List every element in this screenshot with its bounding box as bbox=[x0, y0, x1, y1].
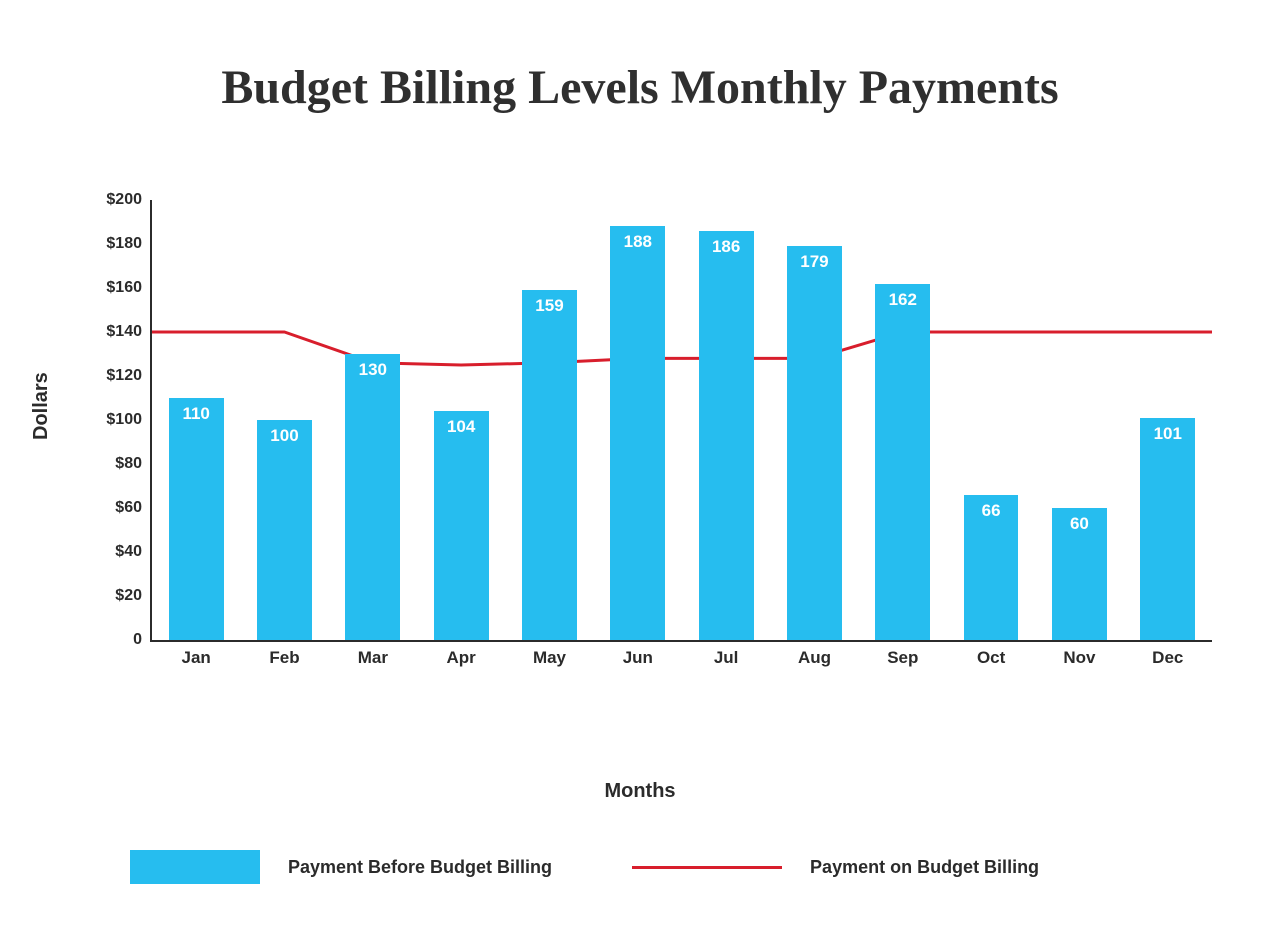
x-tick: Mar bbox=[329, 640, 417, 668]
y-tick: $20 bbox=[115, 587, 152, 605]
chart-page: Budget Billing Levels Monthly Payments D… bbox=[0, 0, 1280, 938]
x-tick: Dec bbox=[1124, 640, 1212, 668]
bar-value-label: 100 bbox=[270, 420, 298, 446]
bar-column: 110Jan bbox=[152, 200, 240, 640]
bar-value-label: 110 bbox=[182, 398, 209, 424]
bar: 60 bbox=[1052, 508, 1107, 640]
y-axis-label: Dollars bbox=[30, 372, 53, 440]
bar: 110 bbox=[169, 398, 224, 640]
y-tick: 0 bbox=[133, 631, 152, 649]
y-tick: $180 bbox=[106, 235, 152, 253]
legend-bar-swatch bbox=[130, 850, 260, 884]
bar-column: 100Feb bbox=[240, 200, 328, 640]
bar-column: 101Dec bbox=[1124, 200, 1212, 640]
chart-area: 0$20$40$60$80$100$120$140$160$180$200110… bbox=[80, 200, 1210, 720]
y-tick: $140 bbox=[106, 323, 152, 341]
x-tick: Jan bbox=[152, 640, 240, 668]
bar-value-label: 179 bbox=[800, 246, 828, 272]
bar: 162 bbox=[875, 284, 930, 640]
plot-area: 0$20$40$60$80$100$120$140$160$180$200110… bbox=[150, 200, 1212, 642]
bar-value-label: 159 bbox=[535, 290, 563, 316]
x-tick: Jul bbox=[682, 640, 770, 668]
x-tick: Nov bbox=[1035, 640, 1123, 668]
bar: 188 bbox=[610, 226, 665, 640]
chart-title: Budget Billing Levels Monthly Payments bbox=[0, 60, 1280, 115]
bar: 159 bbox=[522, 290, 577, 640]
bar: 179 bbox=[787, 246, 842, 640]
legend-line-swatch bbox=[632, 866, 782, 869]
bar-column: 159May bbox=[505, 200, 593, 640]
y-tick: $80 bbox=[115, 455, 152, 473]
bar-column: 162Sep bbox=[859, 200, 947, 640]
bar-column: 179Aug bbox=[770, 200, 858, 640]
x-tick: Jun bbox=[594, 640, 682, 668]
x-tick: May bbox=[505, 640, 593, 668]
y-tick: $200 bbox=[106, 191, 152, 209]
y-tick: $100 bbox=[106, 411, 152, 429]
bar: 130 bbox=[345, 354, 400, 640]
bar-column: 188Jun bbox=[594, 200, 682, 640]
bar-value-label: 162 bbox=[889, 284, 917, 310]
bar: 100 bbox=[257, 420, 312, 640]
legend: Payment Before Budget Billing Payment on… bbox=[130, 850, 1190, 884]
bar-column: 104Apr bbox=[417, 200, 505, 640]
bar: 186 bbox=[699, 231, 754, 640]
bar-column: 66Oct bbox=[947, 200, 1035, 640]
bar-value-label: 60 bbox=[1070, 508, 1089, 534]
y-tick: $40 bbox=[115, 543, 152, 561]
x-axis-label: Months bbox=[0, 780, 1280, 803]
legend-bar-label: Payment Before Budget Billing bbox=[288, 857, 552, 878]
bar-value-label: 66 bbox=[982, 495, 1001, 521]
bar-value-label: 188 bbox=[624, 226, 652, 252]
bar-column: 130Mar bbox=[329, 200, 417, 640]
x-tick: Oct bbox=[947, 640, 1035, 668]
bar-value-label: 104 bbox=[447, 411, 475, 437]
legend-line-label: Payment on Budget Billing bbox=[810, 857, 1039, 878]
bar-value-label: 186 bbox=[712, 231, 740, 257]
x-tick: Aug bbox=[770, 640, 858, 668]
x-tick: Sep bbox=[859, 640, 947, 668]
y-tick: $120 bbox=[106, 367, 152, 385]
bar: 66 bbox=[964, 495, 1019, 640]
bar: 101 bbox=[1140, 418, 1195, 640]
bar: 104 bbox=[434, 411, 489, 640]
bars-container: 110Jan100Feb130Mar104Apr159May188Jun186J… bbox=[152, 200, 1212, 640]
bar-value-label: 130 bbox=[359, 354, 387, 380]
bar-value-label: 101 bbox=[1154, 418, 1182, 444]
y-tick: $160 bbox=[106, 279, 152, 297]
x-tick: Feb bbox=[240, 640, 328, 668]
bar-column: 60Nov bbox=[1035, 200, 1123, 640]
x-tick: Apr bbox=[417, 640, 505, 668]
y-tick: $60 bbox=[115, 499, 152, 517]
bar-column: 186Jul bbox=[682, 200, 770, 640]
